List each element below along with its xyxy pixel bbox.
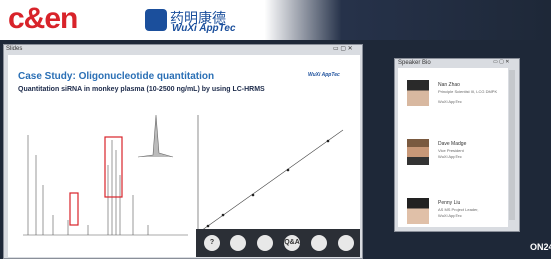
window-controls[interactable]: ▭ ▢ ✕: [493, 59, 509, 65]
sponsor-en: WuXi AppTec: [172, 23, 236, 34]
scrollbar[interactable]: [509, 70, 515, 220]
speaker-role: Vice President: [438, 148, 464, 153]
sponsor-mark: [145, 9, 167, 31]
speaker-company: WuXi AppTec: [438, 213, 462, 218]
window-controls[interactable]: ▭ ▢ ✕: [333, 45, 353, 52]
header: [0, 0, 551, 40]
slide-title: Case Study: Oligonucleotide quantitation: [18, 71, 214, 82]
speaker-company: WuXi AppTec: [438, 99, 462, 104]
toolbar: [196, 229, 360, 257]
slide-figures: [8, 95, 360, 245]
qa-button[interactable]: Q&A: [284, 235, 300, 251]
audio-button[interactable]: [311, 235, 327, 251]
speaker-photo: [407, 80, 429, 106]
slide-subtitle: Quantitation siRNA in monkey plasma (10-…: [18, 86, 265, 93]
page: {"header": {"logo": "c&en", "sponsor_cn"…: [0, 0, 551, 257]
slides-window-title: Slides: [6, 46, 22, 52]
speaker-name: Nan Zhao: [438, 82, 460, 88]
help-button[interactable]: ?: [204, 235, 220, 251]
media-button[interactable]: [257, 235, 273, 251]
speaker-role: Principle Scientist III, LCG DMPK: [438, 89, 503, 94]
cen-logo: c&en: [8, 2, 77, 36]
speaker-company: WuXi AppTec: [438, 154, 462, 159]
speaker-photo: [407, 139, 429, 165]
speaker-role: AS MS Project Leader,: [438, 207, 478, 212]
speaker-bio-title: Speaker Bio: [398, 60, 431, 66]
resources-button[interactable]: [338, 235, 354, 251]
speaker-name: Penny Liu: [438, 200, 460, 206]
speaker-photo: [407, 198, 429, 224]
slide-logo: WuXi AppTec: [308, 72, 340, 78]
speaker-name: Dave Madge: [438, 141, 466, 147]
footer-brand: ON24: [530, 242, 551, 252]
slides-button[interactable]: [230, 235, 246, 251]
